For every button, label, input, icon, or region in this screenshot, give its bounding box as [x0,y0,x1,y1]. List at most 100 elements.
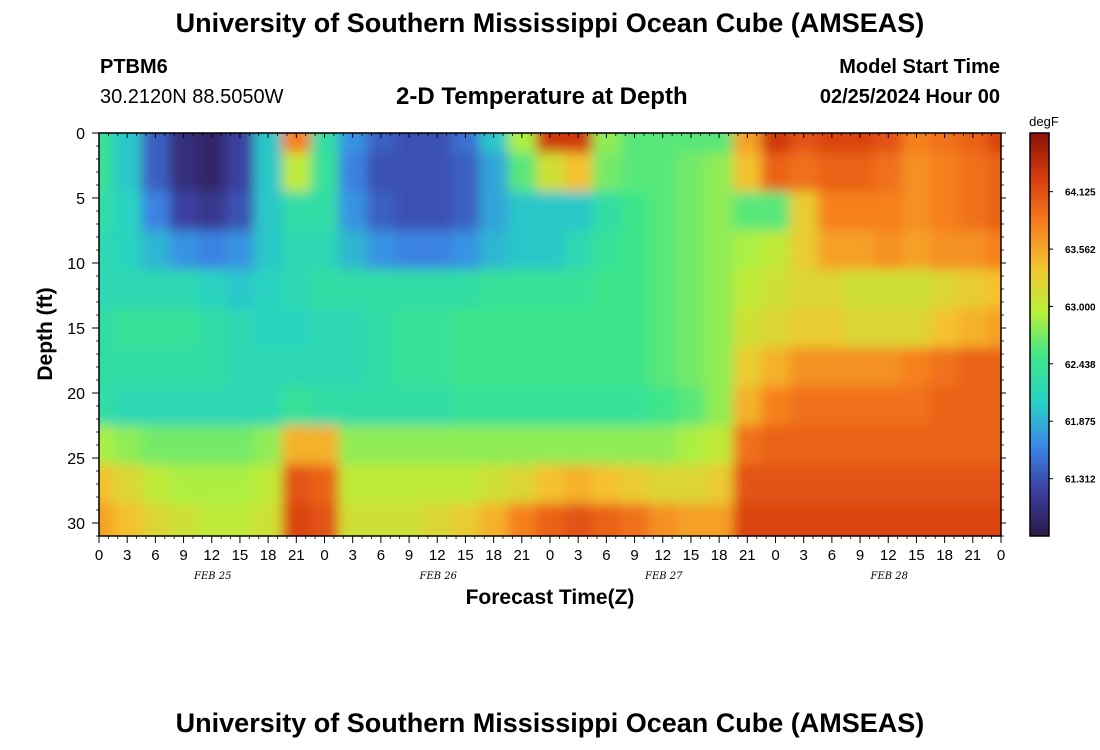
heatmap-cell [141,133,170,153]
heatmap-cell [423,347,452,387]
heatmap-cell [366,191,396,231]
x-tick-label: 0 [95,547,103,564]
heatmap-cell [761,503,791,536]
heatmap-cell [254,133,283,153]
y-tick-label: 30 [67,516,85,533]
heatmap-cell [986,230,1001,270]
x-tick-label: 3 [574,547,582,564]
heatmap-cell [282,230,311,270]
heatmap-cell [733,386,762,426]
heatmap-cell [676,269,706,309]
heatmap-cell [874,133,903,153]
heatmap-cell [986,464,1001,504]
heatmap-cell [930,386,960,426]
heatmap-cell [902,133,932,153]
heatmap-cell [479,386,509,426]
heatmap-cell [338,464,368,504]
heatmap-cell [620,503,650,536]
heatmap-cell [197,503,227,536]
heatmap-cell [564,503,593,536]
heatmap-cell [676,133,706,153]
heatmap-cell [197,133,227,153]
heatmap-cell [620,191,650,231]
heatmap-cell [733,425,762,465]
heatmap-cell [423,308,452,348]
heatmap-cell [930,347,960,387]
footer-title: University of Southern Mississippi Ocean… [175,708,925,738]
heatmap-cell [507,503,537,536]
heatmap-cell [451,425,481,465]
heatmap-cell [564,152,593,192]
heatmap-cell [507,269,537,309]
heatmap-cell [254,425,283,465]
heatmap-cell [958,191,988,231]
heatmap-cell [394,133,424,153]
heatmap-cell [535,191,565,231]
heatmap-cell [169,191,199,231]
heatmap-cell [845,464,875,504]
heatmap-cell [874,386,903,426]
colorbar-tick-label: 61.875 [1065,417,1096,428]
heatmap-cell [648,464,678,504]
heatmap-cell [676,386,706,426]
heatmap-cell [225,386,255,426]
heatmap-cell [141,425,170,465]
heatmap-cell [113,191,142,231]
heatmap-cell [789,386,819,426]
heatmap-cell [789,133,819,153]
heatmap-cell [141,503,170,536]
heatmap-cell [874,503,903,536]
heatmap-cell [366,133,396,153]
heatmap-cell [761,308,791,348]
heatmap-cell [451,308,481,348]
heatmap-cell [394,152,424,192]
colorbar-tick-label: 62.438 [1065,360,1096,371]
heatmap-cell [479,503,509,536]
heatmap-cell [733,269,762,309]
heatmap-cell [930,269,960,309]
heatmap-cell [592,464,621,504]
model-start-label: Model Start Time [839,56,1000,78]
heatmap-cell [789,503,819,536]
heatmap-cell [789,191,819,231]
heatmap-cell [99,464,114,504]
heatmap-cell [423,269,452,309]
heatmap-cell [310,191,340,231]
heatmap-cell [310,133,340,153]
heatmap-cell [705,133,734,153]
heatmap-cell [620,308,650,348]
heatmap-cell [648,191,678,231]
heatmap-cell [479,425,509,465]
heatmap-cell [197,230,227,270]
heatmap-cell [225,191,255,231]
heatmap-cell [733,230,762,270]
heatmap-cell [310,386,340,426]
heatmap-cell [282,269,311,309]
heatmap-cell [99,386,114,426]
x-axis: 0 3 6 9 12 15 18 21 0 3 6 9 12 15 18 21 0 3 6 9 12 15 18 21 0 3 6 9… [95,133,1005,582]
heatmap-cell [535,464,565,504]
heatmap-cell [366,503,396,536]
heatmap-cell [225,230,255,270]
x-tick-label: 3 [800,547,808,564]
heatmap-cell [338,386,368,426]
heatmap-cell [282,464,311,504]
heatmap-cell [169,464,199,504]
heatmap-cell [99,425,114,465]
heatmap-cell [282,191,311,231]
heatmap-cell [254,503,283,536]
heatmap-cell [648,386,678,426]
heatmap-cell [423,133,452,153]
y-tick-label: 10 [67,256,85,273]
heatmap-cell [930,191,960,231]
heatmap-cell [705,230,734,270]
heatmap-cell [902,503,932,536]
heatmap-cell [986,191,1001,231]
heatmap-cell [564,269,593,309]
heatmap-cell [169,386,199,426]
heatmap-cell [874,191,903,231]
heatmap-cell [197,347,227,387]
heatmap-cell [902,230,932,270]
heatmap-cell [507,152,537,192]
